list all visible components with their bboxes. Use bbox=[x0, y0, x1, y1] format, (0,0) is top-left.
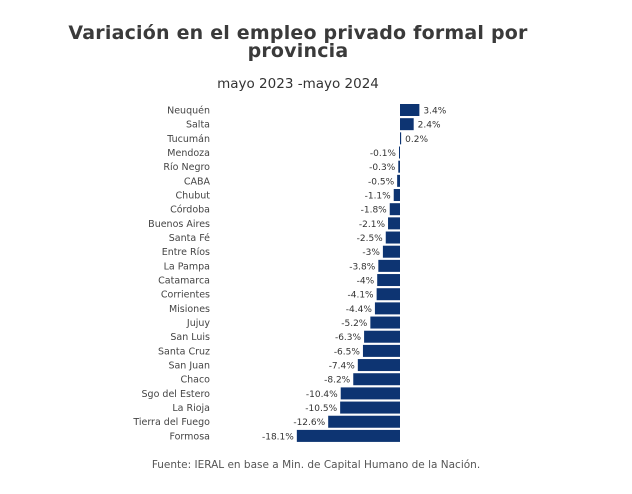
bar-neuquen bbox=[400, 104, 420, 116]
category-label-santa-cruz: Santa Cruz bbox=[158, 346, 210, 357]
category-label-rio-negro: Río Negro bbox=[163, 162, 210, 173]
source-note: Fuente: IERAL en base a Min. de Capital … bbox=[151, 459, 481, 471]
bar-san-juan bbox=[357, 359, 400, 372]
category-label-sgo-del-estero: Sgo del Estero bbox=[142, 389, 211, 400]
bar-la-rioja bbox=[340, 401, 400, 414]
data-label-entre-rios: -3% bbox=[362, 248, 380, 258]
category-label-misiones: Misiones bbox=[169, 304, 210, 315]
category-label-santa-fe: Santa Fé bbox=[169, 233, 210, 244]
category-label-neuquen: Neuquén bbox=[167, 106, 210, 117]
bar-la-pampa bbox=[378, 259, 400, 272]
category-label-la-pampa: La Pampa bbox=[164, 261, 210, 272]
category-label-formosa: Formosa bbox=[169, 431, 210, 442]
category-label-tucuman: Tucumán bbox=[166, 134, 210, 145]
data-label-san-juan: -7.4% bbox=[329, 362, 356, 372]
category-label-caba: CABA bbox=[184, 176, 211, 187]
data-label-la-pampa: -3.8% bbox=[349, 262, 376, 272]
category-label-corrientes: Corrientes bbox=[161, 290, 210, 301]
bar-tucuman bbox=[400, 132, 402, 145]
chart-title-line-1: Variación en el empleo privado formal po… bbox=[68, 22, 528, 44]
data-label-santa-cruz: -6.5% bbox=[334, 347, 361, 357]
category-label-san-juan: San Juan bbox=[168, 361, 210, 372]
bar-santa-cruz bbox=[362, 344, 400, 357]
data-label-cordoba: -1.8% bbox=[361, 206, 388, 216]
data-label-neuquen: 3.4% bbox=[423, 107, 446, 117]
data-label-santa-fe: -2.5% bbox=[357, 234, 384, 244]
bar-rio-negro bbox=[398, 160, 400, 173]
bar-san-luis bbox=[364, 330, 400, 343]
data-label-formosa: -18.1% bbox=[262, 432, 294, 442]
data-label-san-luis: -6.3% bbox=[335, 333, 362, 343]
chart-title-line-2: provincia bbox=[247, 40, 349, 62]
category-label-catamarca: Catamarca bbox=[158, 276, 210, 287]
bar-tierra-del-fuego bbox=[328, 415, 400, 428]
category-label-salta: Salta bbox=[186, 120, 210, 131]
category-label-la-rioja: La Rioja bbox=[172, 403, 210, 414]
bar-misiones bbox=[374, 302, 400, 315]
category-label-tierra-del-fuego: Tierra del Fuego bbox=[132, 417, 210, 428]
data-label-buenos-aires: -2.1% bbox=[359, 220, 386, 230]
data-label-la-rioja: -10.5% bbox=[305, 404, 337, 414]
category-label-mendoza: Mendoza bbox=[167, 148, 210, 159]
bar-sgo-del-estero bbox=[340, 387, 400, 400]
bar-santa-fe bbox=[385, 231, 400, 244]
data-label-chaco: -8.2% bbox=[324, 376, 351, 386]
category-label-chubut: Chubut bbox=[176, 191, 211, 202]
bar-corrientes bbox=[376, 288, 400, 301]
chart-subtitle: mayo 2023 -mayo 2024 bbox=[217, 76, 379, 92]
bar-mendoza bbox=[399, 146, 400, 159]
data-label-jujuy: -5.2% bbox=[341, 319, 368, 329]
category-label-buenos-aires: Buenos Aires bbox=[148, 219, 210, 230]
data-label-tucuman: 0.2% bbox=[405, 135, 428, 145]
category-label-jujuy: Jujuy bbox=[186, 318, 210, 329]
bar-chaco bbox=[353, 373, 400, 386]
data-label-mendoza: -0.1% bbox=[370, 149, 397, 159]
bar-jujuy bbox=[370, 316, 400, 329]
data-label-sgo-del-estero: -10.4% bbox=[306, 390, 338, 400]
data-label-salta: 2.4% bbox=[418, 121, 441, 131]
category-label-cordoba: Córdoba bbox=[170, 205, 210, 216]
data-label-corrientes: -4.1% bbox=[348, 291, 375, 301]
category-labels: Neuquén Salta Tucumán Mendoza Río Negro CABA C… bbox=[132, 106, 210, 443]
bar-catamarca bbox=[377, 274, 400, 287]
data-label-caba: -0.5% bbox=[368, 177, 395, 187]
data-label-rio-negro: -0.3% bbox=[369, 163, 396, 173]
bar-cordoba bbox=[389, 203, 400, 216]
bar-entre-rios bbox=[382, 245, 400, 258]
data-label-catamarca: -4% bbox=[357, 277, 375, 287]
category-label-entre-rios: Entre Ríos bbox=[162, 247, 210, 258]
bar-formosa bbox=[296, 429, 400, 442]
data-label-chubut: -1.1% bbox=[365, 192, 392, 202]
bar-buenos-aires bbox=[388, 217, 400, 230]
data-labels: 3.4% 2.4% 0.2% -0.1% -0.3% -0.5% -1.1% -1.8% -2.… bbox=[262, 107, 447, 443]
category-label-chaco: Chaco bbox=[180, 375, 210, 386]
bars bbox=[296, 104, 420, 442]
data-label-tierra-del-fuego: -12.6% bbox=[293, 418, 325, 428]
category-label-san-luis: San Luis bbox=[170, 332, 210, 343]
bar-caba bbox=[397, 174, 400, 187]
bar-chubut bbox=[393, 189, 400, 202]
bar-salta bbox=[400, 118, 414, 131]
data-label-misiones: -4.4% bbox=[346, 305, 373, 315]
